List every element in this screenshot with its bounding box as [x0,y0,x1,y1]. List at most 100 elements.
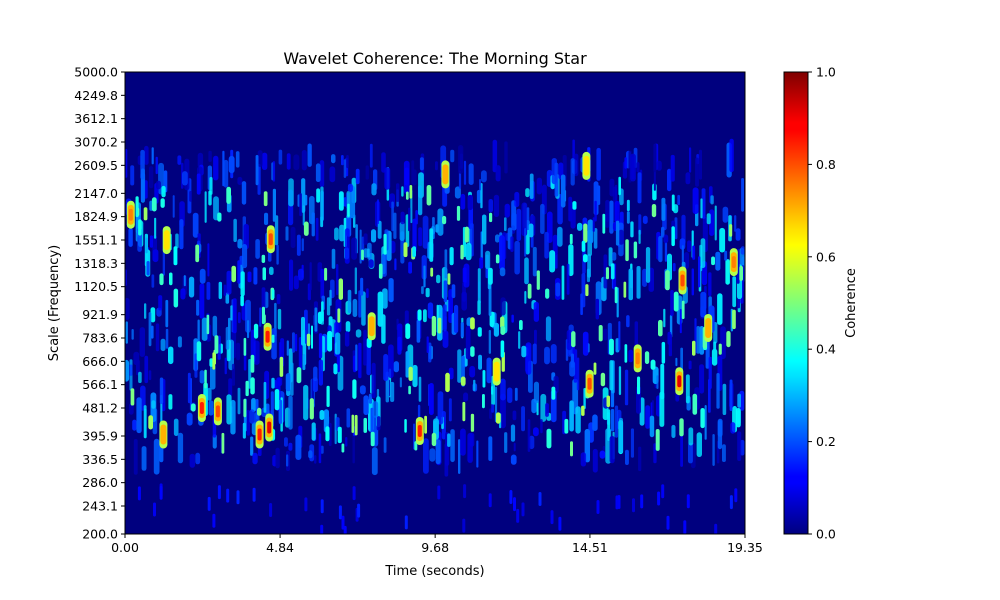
coherence-cell [397,336,402,355]
coherence-cell [155,156,158,175]
coherence-cell [204,191,207,223]
coherence-cell [573,153,579,177]
coherence-cell [133,351,140,366]
coherence-cell [151,197,157,212]
coherence-cell [437,208,444,236]
y-tick-label: 1824.9 [74,209,118,224]
coherence-cell [429,228,434,262]
coherence-cell [225,326,230,350]
coherence-cell [729,138,734,173]
coherence-cell [577,222,583,231]
coherence-cell [276,294,281,305]
coherence-cell [145,237,148,254]
coherence-cell [638,229,641,244]
coherence-cell [692,393,698,415]
coherence-cell [581,240,586,252]
coherence-cell [351,237,357,260]
coherence-cell [272,188,276,222]
coherence-cell [381,253,387,277]
coherence-cell [554,252,558,269]
coherence-cell [691,268,694,296]
coherence-cell [488,436,493,461]
coherence-cell [688,427,694,446]
coherence-cell [536,270,540,290]
coherence-cell [252,487,256,502]
coherence-cell [269,266,274,275]
coherence-cell [614,405,619,438]
coherence-cell [651,204,657,218]
coherence-cell [151,147,154,165]
y-tick-label: 783.6 [82,331,118,346]
coherence-cell [337,308,341,323]
coherence-hotspot [494,365,499,378]
coherence-cell [734,215,737,232]
coherence-cell [212,352,216,370]
coherence-cell [257,407,262,416]
coherence-cell [240,271,245,297]
y-tick-label: 1120.5 [74,279,118,294]
coherence-cell [207,387,212,401]
coherence-cell [377,291,384,327]
coherence-cell [301,150,307,171]
coherence-cell [366,337,372,348]
coherence-cell [315,217,319,241]
plot-area [124,71,746,535]
coherence-cell [717,293,723,325]
colorbar-tick-label: 0.0 [816,527,836,542]
coherence-cell [644,351,650,364]
y-tick-label: 1551.1 [74,232,118,247]
coherence-cell [664,242,668,262]
coherence-cell [149,166,154,189]
coherence-cell [296,367,302,384]
coherence-cell [169,272,173,286]
coherence-cell [177,155,182,165]
coherence-cell [679,418,684,437]
coherence-cell [700,238,706,269]
coherence-cell [212,513,216,528]
coherence-cell [470,413,475,432]
coherence-cell [458,439,461,474]
coherence-cell [711,348,718,366]
coherence-cell [696,326,701,354]
coherence-cell [231,363,235,386]
coherence-cell [333,363,338,375]
coherence-cell [460,322,464,338]
coherence-cell [361,249,364,260]
coherence-cell [217,335,221,360]
coherence-cell [140,149,145,180]
coherence-cell [661,484,665,499]
coherence-cell [393,212,397,239]
coherence-cell [246,409,250,436]
coherence-cell [315,163,321,182]
coherence-cell [683,520,687,534]
coherence-cell [217,485,221,500]
coherence-cell [276,244,279,265]
coherence-cell [569,233,573,245]
chart-title: Wavelet Coherence: The Morning Star [283,49,587,68]
x-tick-label: 9.68 [421,540,449,555]
coherence-cell [196,341,202,362]
coherence-cell [533,427,539,437]
coherence-cell [729,379,733,411]
coherence-cell [661,226,665,238]
coherence-cell [460,193,466,210]
coherence-cell [625,449,629,465]
coherence-cell [383,437,387,453]
coherence-cell [183,275,186,287]
coherence-cell [668,334,672,357]
coherence-cell [468,163,474,185]
coherence-cell [524,257,529,285]
coherence-cell [272,161,276,182]
coherence-cell [495,165,501,182]
coherence-cell [479,179,482,191]
coherence-cell [180,288,186,300]
coherence-cell [286,340,289,356]
coherence-cell [255,239,260,259]
coherence-cell [481,170,487,183]
coherence-cell [692,245,696,260]
x-tick-label: 14.51 [572,540,608,555]
coherence-cell [625,239,629,262]
coherence-cell [513,442,516,452]
coherence-cell [417,309,422,321]
coherence-cell [704,405,707,440]
